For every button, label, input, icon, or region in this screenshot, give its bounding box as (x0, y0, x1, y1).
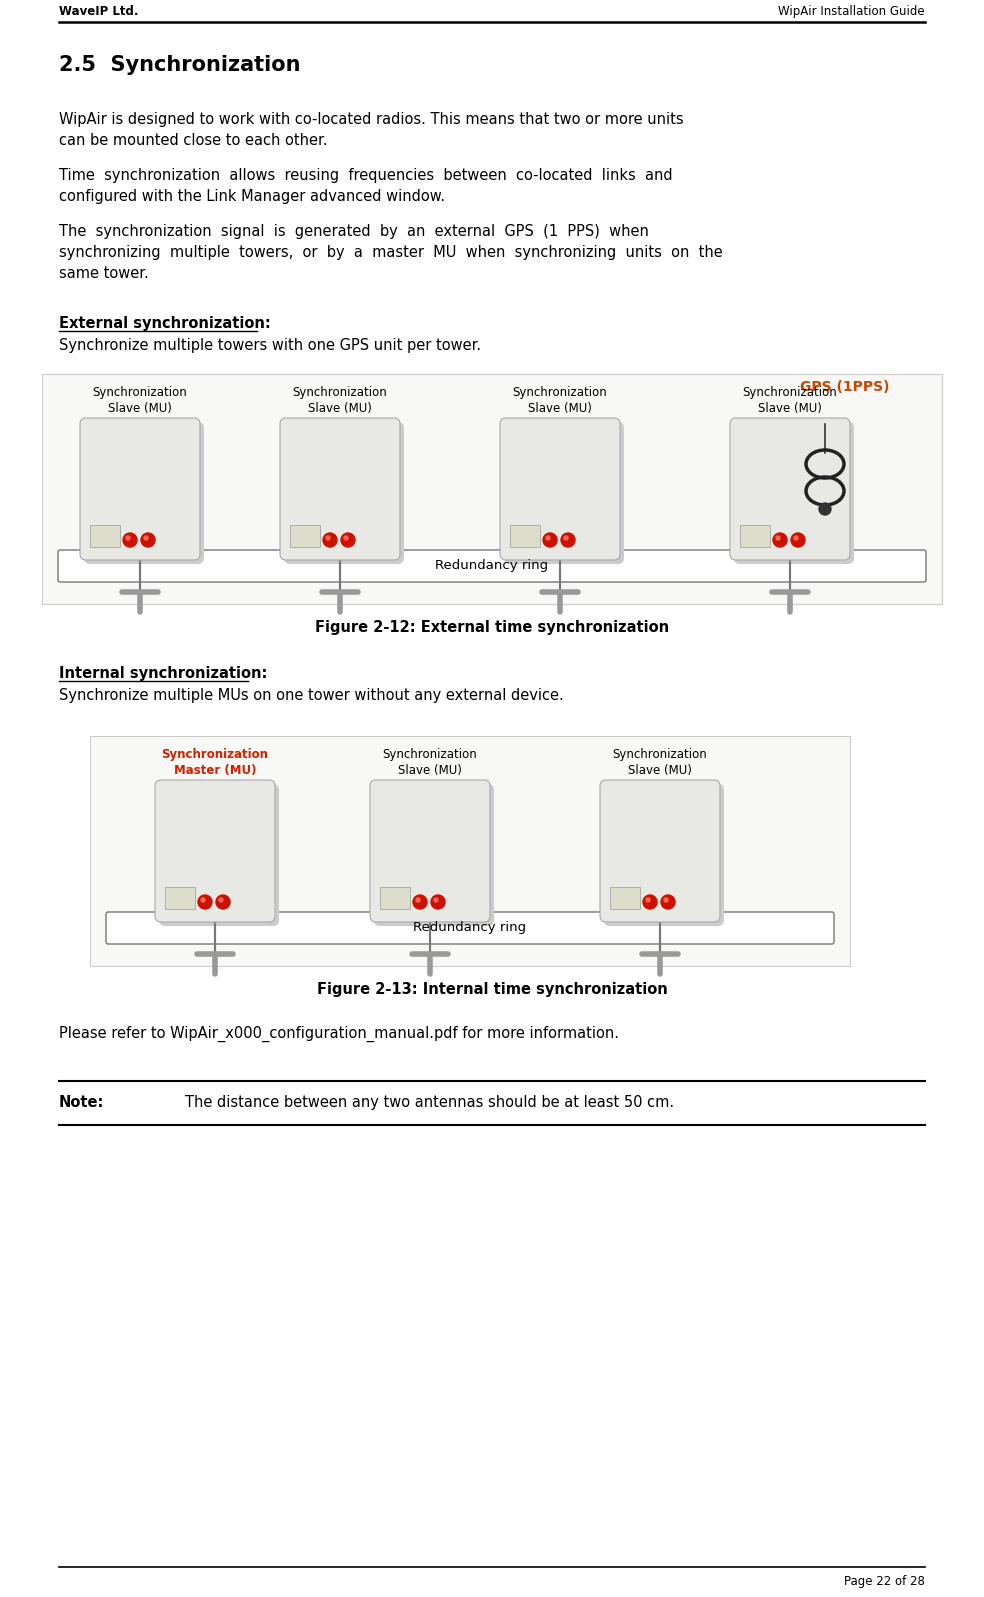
Circle shape (543, 533, 557, 548)
FancyBboxPatch shape (380, 886, 410, 909)
FancyBboxPatch shape (165, 886, 195, 909)
Text: Synchronize multiple towers with one GPS unit per tower.: Synchronize multiple towers with one GPS… (59, 339, 481, 353)
Text: Synchronization
Slave (MU): Synchronization Slave (MU) (513, 386, 607, 415)
Circle shape (794, 537, 798, 540)
Circle shape (773, 533, 787, 548)
Circle shape (819, 503, 831, 514)
Circle shape (123, 533, 137, 548)
Circle shape (323, 533, 337, 548)
Text: Redundancy ring: Redundancy ring (413, 921, 526, 934)
Text: External synchronization:: External synchronization: (59, 316, 271, 331)
Circle shape (198, 894, 212, 909)
FancyBboxPatch shape (284, 422, 404, 564)
FancyBboxPatch shape (84, 422, 204, 564)
FancyBboxPatch shape (370, 779, 490, 921)
FancyBboxPatch shape (730, 418, 850, 561)
Text: Figure 2-12: External time synchronization: Figure 2-12: External time synchronizati… (315, 620, 669, 636)
Circle shape (776, 537, 780, 540)
Text: WipAir Installation Guide: WipAir Installation Guide (778, 5, 925, 18)
Text: Synchronization
Slave (MU): Synchronization Slave (MU) (613, 747, 707, 778)
Circle shape (141, 533, 155, 548)
Circle shape (434, 898, 438, 902)
FancyBboxPatch shape (374, 784, 494, 926)
FancyBboxPatch shape (90, 736, 850, 966)
Circle shape (216, 894, 230, 909)
FancyBboxPatch shape (280, 418, 400, 561)
FancyBboxPatch shape (510, 525, 540, 548)
Circle shape (144, 537, 148, 540)
Text: Synchronization
Slave (MU): Synchronization Slave (MU) (383, 747, 477, 778)
Circle shape (546, 537, 550, 540)
Circle shape (564, 537, 568, 540)
Text: Note:: Note: (59, 1096, 104, 1110)
Text: Time  synchronization  allows  reusing  frequencies  between  co-located  links : Time synchronization allows reusing freq… (59, 168, 673, 204)
FancyBboxPatch shape (500, 418, 620, 561)
Circle shape (344, 537, 348, 540)
Circle shape (646, 898, 650, 902)
Circle shape (561, 533, 575, 548)
FancyBboxPatch shape (610, 886, 640, 909)
Text: 2.5  Synchronization: 2.5 Synchronization (59, 54, 300, 75)
Text: WaveIP Ltd.: WaveIP Ltd. (59, 5, 139, 18)
Text: Page 22 of 28: Page 22 of 28 (844, 1575, 925, 1587)
FancyBboxPatch shape (80, 418, 200, 561)
FancyBboxPatch shape (600, 779, 720, 921)
Text: WipAir is designed to work with co-located radios. This means that two or more u: WipAir is designed to work with co-locat… (59, 112, 684, 149)
Circle shape (643, 894, 657, 909)
Circle shape (326, 537, 330, 540)
Text: Redundancy ring: Redundancy ring (436, 559, 548, 572)
FancyBboxPatch shape (159, 784, 279, 926)
Text: Synchronization
Slave (MU): Synchronization Slave (MU) (743, 386, 837, 415)
Text: GPS (1PPS): GPS (1PPS) (800, 380, 890, 394)
FancyBboxPatch shape (58, 549, 926, 581)
Circle shape (664, 898, 668, 902)
Text: The distance between any two antennas should be at least 50 cm.: The distance between any two antennas sh… (185, 1096, 674, 1110)
Text: Internal synchronization:: Internal synchronization: (59, 666, 268, 680)
Circle shape (661, 894, 675, 909)
Text: Synchronization
Master (MU): Synchronization Master (MU) (161, 747, 269, 778)
Circle shape (219, 898, 223, 902)
FancyBboxPatch shape (155, 779, 275, 921)
FancyBboxPatch shape (106, 912, 834, 944)
Circle shape (431, 894, 445, 909)
Text: Synchronization
Slave (MU): Synchronization Slave (MU) (292, 386, 388, 415)
Text: The  synchronization  signal  is  generated  by  an  external  GPS  (1  PPS)  wh: The synchronization signal is generated … (59, 224, 723, 281)
FancyBboxPatch shape (734, 422, 854, 564)
FancyBboxPatch shape (290, 525, 320, 548)
Circle shape (126, 537, 130, 540)
Text: Synchronization
Slave (MU): Synchronization Slave (MU) (92, 386, 187, 415)
Circle shape (413, 894, 427, 909)
Circle shape (416, 898, 420, 902)
FancyBboxPatch shape (604, 784, 724, 926)
Text: Synchronize multiple MUs on one tower without any external device.: Synchronize multiple MUs on one tower wi… (59, 688, 564, 703)
FancyBboxPatch shape (740, 525, 770, 548)
Circle shape (341, 533, 355, 548)
Text: Please refer to WipAir_x000_configuration_manual.pdf for more information.: Please refer to WipAir_x000_configuratio… (59, 1025, 619, 1043)
Circle shape (791, 533, 805, 548)
Circle shape (201, 898, 205, 902)
FancyBboxPatch shape (504, 422, 624, 564)
Text: Figure 2-13: Internal time synchronization: Figure 2-13: Internal time synchronizati… (317, 982, 667, 997)
FancyBboxPatch shape (90, 525, 120, 548)
FancyBboxPatch shape (42, 374, 942, 604)
